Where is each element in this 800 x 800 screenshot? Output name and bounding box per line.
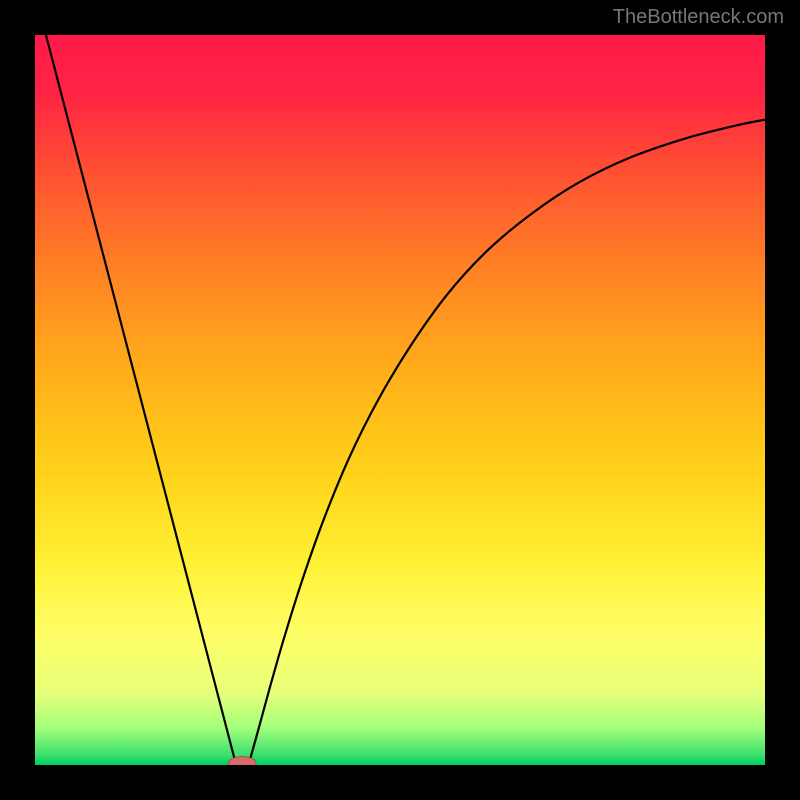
chart-background [35, 35, 765, 765]
watermark-text: TheBottleneck.com [613, 6, 784, 29]
bottleneck-chart [35, 35, 765, 765]
chart-canvas [35, 35, 765, 765]
